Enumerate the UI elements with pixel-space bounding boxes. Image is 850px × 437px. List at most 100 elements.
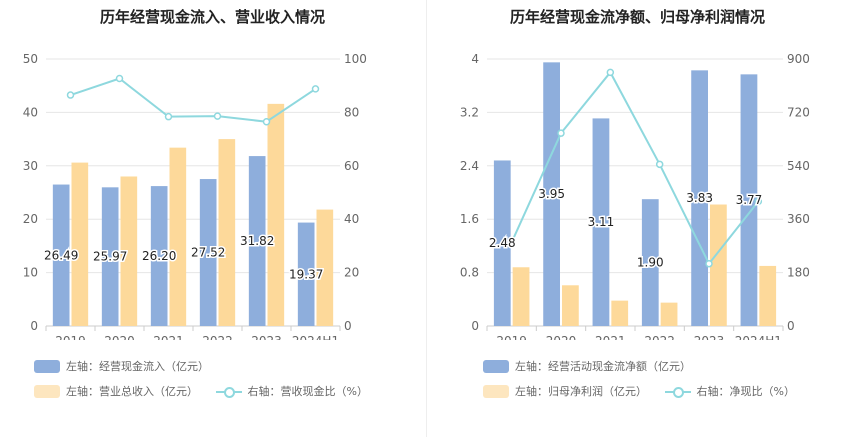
legend-swatch-bar [34, 359, 60, 373]
data-label: 27.52 [191, 246, 225, 260]
legend-item-series-1[interactable]: 左轴：经营现金流入（亿元） [34, 358, 209, 374]
chart-title: 历年经营现金流净额、归母净利润情况 [509, 8, 765, 26]
chart-plot-area: 0 0.8 1.6 2.4 3.2 4 0 180 360 540 720 900 2019 2020 20… [460, 52, 810, 340]
bar-series-2 [71, 162, 89, 326]
data-label: 2.48 [489, 236, 516, 250]
bar-series-1 [52, 184, 70, 326]
legend-label: 右轴：营收现金比（%） [247, 385, 368, 398]
data-label: 3.11 [588, 215, 615, 229]
legend-swatch-line-icon [664, 385, 691, 398]
legend-swatch-bar [483, 359, 509, 373]
chart-plot-area: 0 10 20 30 40 50 0 20 40 60 80 100 2019 2020 2021 2022 2… [23, 52, 367, 340]
bar-series-1 [543, 62, 560, 327]
y-right-tick-label: 360 [787, 212, 810, 226]
y-right-tick-label: 0 [344, 319, 352, 333]
legend-row-1: 左轴：经营活动现金流净额（亿元） [483, 358, 705, 376]
x-tick-label: 2023 [694, 334, 725, 340]
x-tick-label: 2022 [202, 334, 233, 340]
bar-series-2 [512, 267, 530, 326]
y-left-tick-label: 0 [30, 319, 38, 333]
bar-series-2 [316, 209, 334, 326]
y-left-tick-label: 10 [23, 266, 38, 280]
bar-series-1 [740, 74, 758, 326]
y-left-tick-label: 40 [23, 105, 38, 119]
x-tick-label: 2024H1 [292, 334, 339, 340]
line-series-3 [70, 77, 317, 123]
data-label: 3.77 [736, 193, 763, 207]
legend-label: 左轴：营业总收入（亿元） [66, 385, 198, 398]
line-point [606, 68, 615, 77]
bar-series-1 [641, 199, 659, 326]
x-tick-label: 2021 [153, 334, 184, 340]
legend-item-series-3[interactable]: 右轴：营收现金比（%） [215, 383, 368, 399]
line-point [115, 74, 124, 83]
line-point [557, 129, 565, 137]
y-right-tick-label: 0 [787, 319, 795, 333]
bar-series-1 [592, 118, 610, 326]
line-series-3 [510, 70, 760, 266]
line-point [66, 91, 75, 99]
data-label: 3.95 [538, 187, 565, 201]
panel-divider [426, 0, 427, 437]
chart-title: 历年经营现金流入、营业收入情况 [99, 8, 325, 26]
y-right-tick-label: 100 [344, 52, 367, 66]
y-left-tick-label: 30 [23, 159, 38, 173]
legend-label: 右轴：净现比（%） [696, 385, 795, 398]
bar-series-2 [710, 204, 727, 326]
y-right-tick-label: 80 [344, 105, 359, 119]
legend-row-1: 左轴：经营现金流入（亿元） [34, 358, 223, 376]
x-tick-label: 2019 [496, 334, 527, 340]
bar-series-1 [297, 222, 315, 326]
x-tick-label: 2022 [644, 334, 675, 340]
y-left-tick-label: 20 [23, 212, 38, 226]
y-left-tick-label: 1.6 [460, 212, 479, 226]
legend-swatch-line-icon [215, 385, 242, 398]
data-label: 19.37 [289, 267, 323, 281]
bar-series-2 [218, 139, 236, 326]
bar-series-1 [691, 70, 708, 326]
x-tick-label: 2023 [251, 334, 282, 340]
bar-series-2 [759, 265, 777, 326]
chart-panel-net-cash-profit: 历年经营现金流净额、归母净利润情况 0 0.8 1.6 2.4 3.2 4 0 180 360 5… [425, 0, 850, 437]
bar-series-2 [611, 300, 629, 326]
y-right-tick-label: 40 [344, 212, 359, 226]
legend-swatch-bar [483, 384, 509, 398]
y-left-tick-label: 0.8 [460, 266, 479, 280]
line-point [655, 160, 664, 169]
bar-series-2 [169, 147, 187, 326]
legend-swatch-bar [34, 384, 60, 398]
legend-label: 左轴：经营活动现金流净额（亿元） [515, 360, 691, 373]
data-label: 25.97 [93, 250, 127, 264]
bar-series-2 [562, 285, 579, 326]
y-left-tick-label: 0 [471, 319, 479, 333]
bar-series-2 [267, 103, 285, 326]
y-left-tick-label: 3.2 [460, 105, 479, 119]
data-label: 3.83 [686, 191, 713, 205]
legend-item-series-3[interactable]: 右轴：净现比（%） [664, 383, 795, 399]
x-tick-label: 2020 [104, 334, 135, 340]
line-point [705, 259, 713, 268]
line-point [262, 117, 271, 126]
y-right-tick-label: 720 [787, 105, 810, 119]
bar-series-1 [101, 187, 119, 326]
legend-row-2: 左轴：归母净利润（亿元） 右轴：净现比（%） [483, 383, 809, 401]
y-right-tick-label: 900 [787, 52, 810, 66]
y-right-tick-label: 60 [344, 159, 359, 173]
legend-item-series-2[interactable]: 左轴：营业总收入（亿元） [34, 383, 198, 399]
legend-label: 左轴：归母净利润（亿元） [515, 385, 647, 398]
legend-label: 左轴：经营现金流入（亿元） [66, 360, 209, 373]
data-label: 31.82 [240, 234, 274, 248]
y-right-tick-label: 180 [787, 266, 810, 280]
bar-series-1 [150, 186, 168, 326]
x-tick-label: 2024H1 [735, 334, 782, 340]
legend-item-series-2[interactable]: 左轴：归母净利润（亿元） [483, 383, 647, 399]
y-left-tick-label: 2.4 [460, 159, 479, 173]
line-point [311, 85, 320, 93]
x-tick-label: 2021 [595, 334, 626, 340]
y-left-tick-label: 50 [23, 52, 38, 66]
legend-row-2: 左轴：营业总收入（亿元） 右轴：营收现金比（%） [34, 383, 382, 401]
bar-series-1 [248, 156, 266, 326]
legend-item-series-1[interactable]: 左轴：经营活动现金流净额（亿元） [483, 358, 691, 374]
line-point [507, 238, 516, 247]
chart-panel-cash-inflow-revenue: 历年经营现金流入、营业收入情况 0 10 20 30 40 50 0 20 40 60 80 100 2… [23, 8, 382, 401]
